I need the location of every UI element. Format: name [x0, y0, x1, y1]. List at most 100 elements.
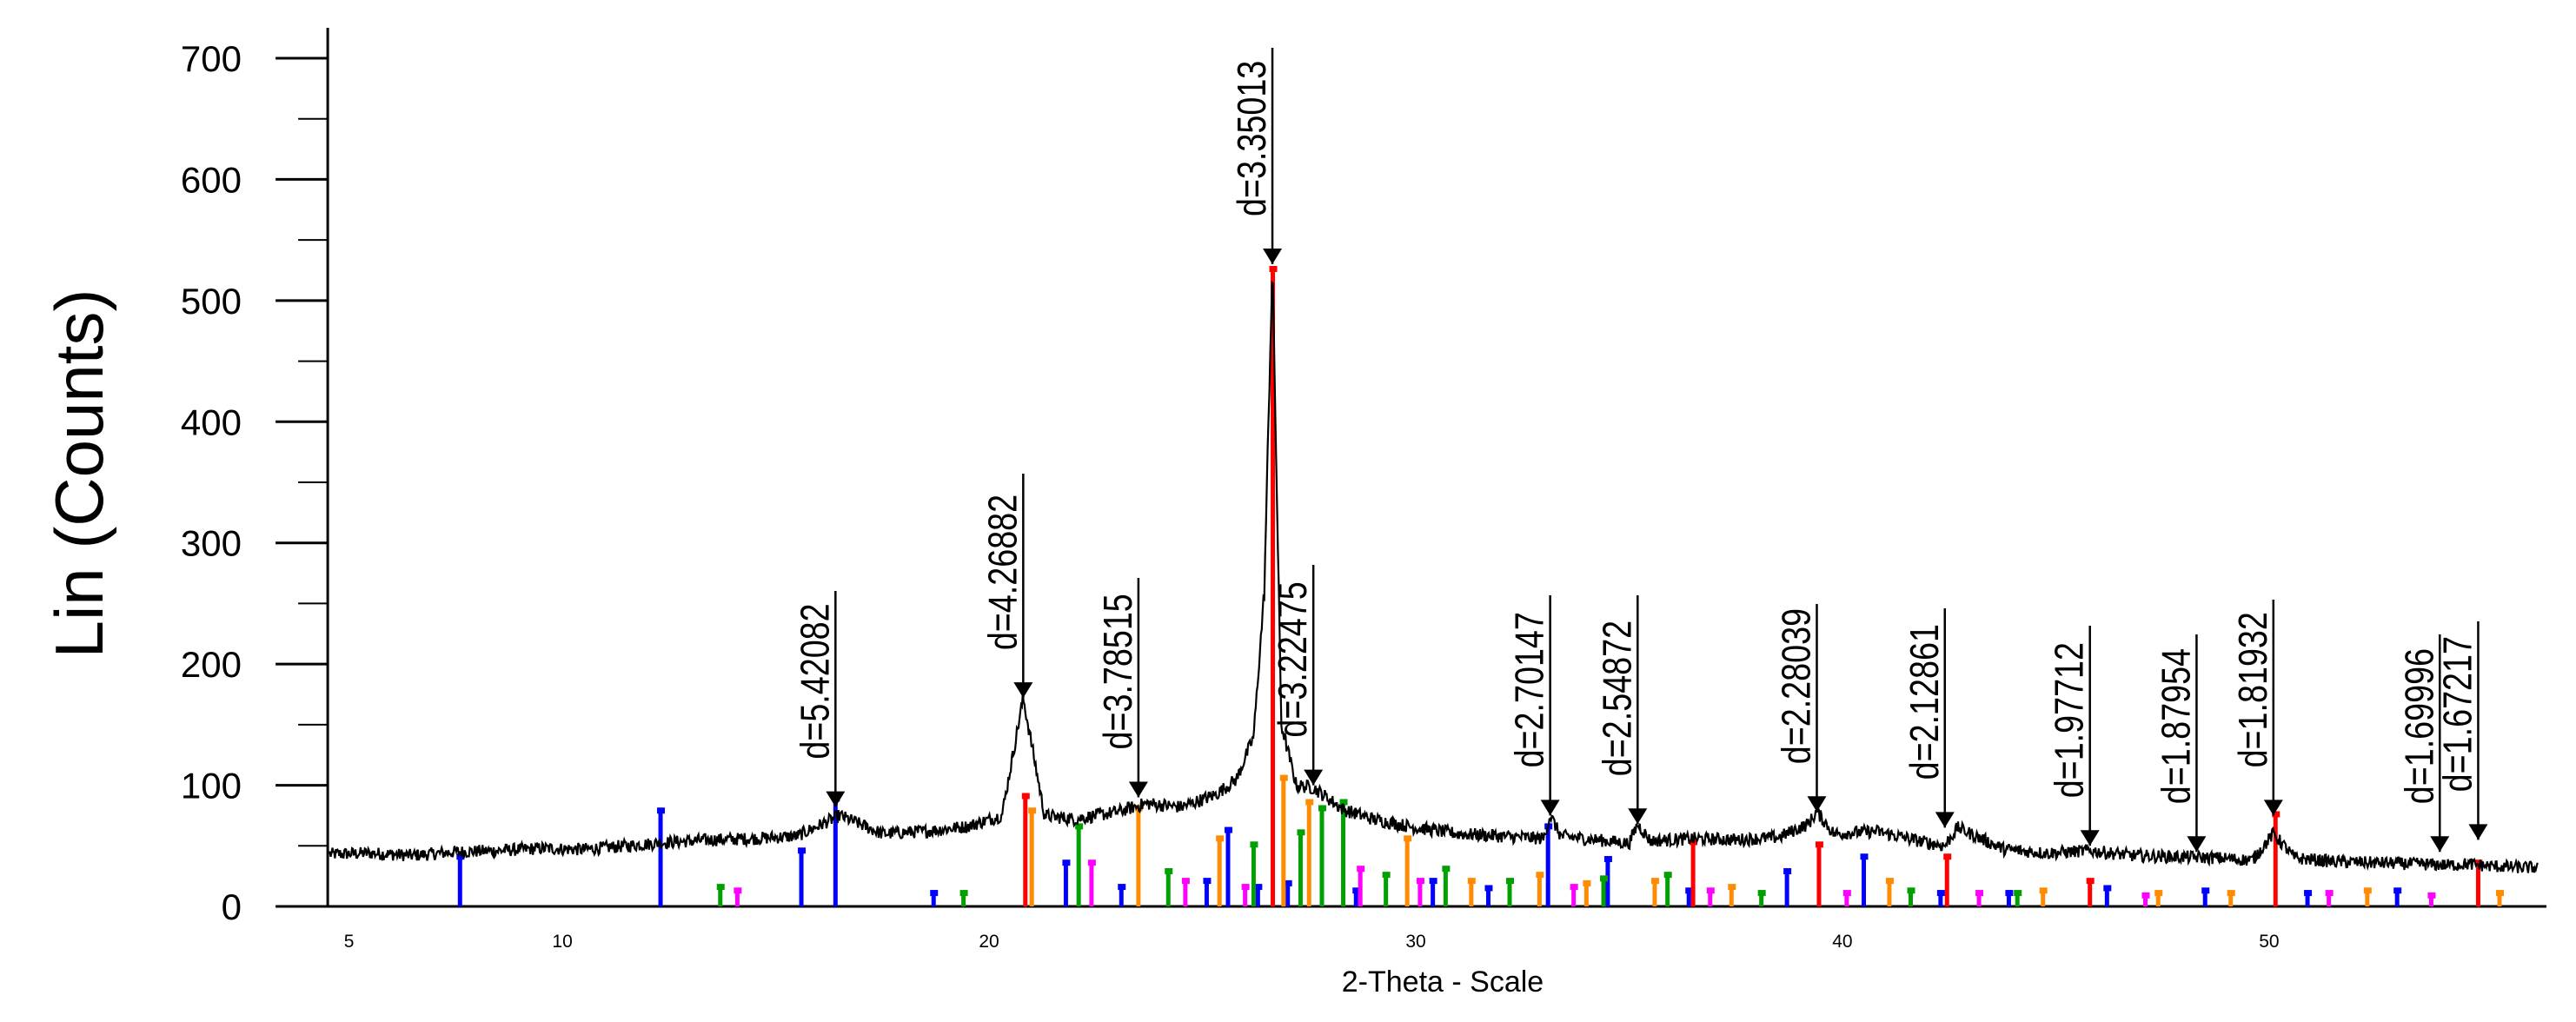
reference-stick-cap [2495, 890, 2504, 897]
reference-stick-cap [930, 890, 939, 897]
reference-stick-cap [2363, 887, 2372, 894]
reference-stick-cap [1429, 878, 1437, 885]
x-tick-label: 30 [1405, 932, 1425, 952]
reference-stick-cap [1297, 829, 1305, 836]
peak-d-label: d=1.87954 [2154, 648, 2198, 804]
reference-stick-cap [1241, 884, 1250, 891]
y-tick-label: 600 [181, 159, 242, 200]
reference-stick-cap [1728, 884, 1736, 891]
peak-marker-triangle [1013, 682, 1033, 699]
reference-stick-cap [716, 884, 725, 891]
peak-marker-triangle [1304, 769, 1324, 786]
reference-stick-cap [1416, 878, 1424, 885]
x-tick-label: 50 [2259, 932, 2279, 952]
reference-stick-cap [1442, 866, 1451, 873]
reference-stick-cap [2141, 892, 2150, 899]
peak-markers: d=5.42082 d=4.26882 d=3.78515 d=3.35013 d=3.… [793, 48, 2488, 853]
peak-d-label: d=3.35013 [1229, 61, 1273, 216]
reference-stick-cap [1216, 835, 1225, 842]
reference-stick-cap [2272, 811, 2281, 818]
reference-stick-cap [1269, 266, 1278, 272]
peak-d-label: d=2.28039 [1774, 608, 1818, 764]
reference-stick-cap [1118, 884, 1126, 891]
peak-d-label: d=3.78515 [1095, 594, 1139, 749]
peak-d-label: d=2.70147 [1507, 612, 1551, 767]
reference-stick-cap [1484, 885, 1493, 892]
reference-stick-cap [1087, 859, 1096, 866]
reference-stick-cap [959, 890, 968, 897]
reference-stick-cap [2086, 878, 2095, 885]
reference-stick-cap [1279, 774, 1288, 781]
reference-stick-cap [1600, 875, 1609, 882]
reference-stick-cap [2103, 885, 2112, 892]
peak-marker-triangle [826, 791, 846, 807]
reference-stick-cap [2304, 890, 2313, 897]
reference-stick-cap [1757, 890, 1766, 897]
reference-stick-cap [1254, 884, 1263, 891]
peak-d-label: d=1.97712 [2047, 642, 2091, 798]
reference-stick-cap [1783, 867, 1792, 874]
reference-stick-cap [1021, 793, 1030, 800]
reference-stick-cap [1570, 884, 1578, 891]
x-tick-label: 10 [552, 932, 572, 952]
pattern-series [327, 280, 2539, 906]
peak-marker-triangle [2080, 830, 2100, 846]
x-tick-label: 40 [1832, 932, 1852, 952]
x-tick-label: 20 [979, 932, 999, 952]
reference-stick-cap [1467, 878, 1476, 885]
reference-stick-cap [657, 807, 666, 814]
reference-stick-cap [1352, 887, 1361, 894]
reference-stick-cap [734, 887, 742, 894]
reference-stick-cap [1975, 890, 1984, 897]
y-tick-label: 500 [181, 281, 242, 322]
reference-stick-cap [1685, 887, 1694, 894]
reference-stick-cap [1663, 872, 1672, 879]
peak-marker-triangle [1628, 808, 1648, 825]
reference-stick-cap [1075, 823, 1084, 830]
reference-stick-cap [1943, 853, 1952, 860]
reference-stick-cap [2474, 859, 2483, 866]
reference-stick-cap [2201, 887, 2210, 894]
peak-marker-triangle [2430, 836, 2450, 853]
reference-stick-cap [1885, 878, 1894, 885]
reference-stick-cap [2325, 890, 2334, 897]
reference-stick-cap [2005, 890, 2014, 897]
peak-d-label: d=1.81932 [2230, 612, 2274, 767]
peak-d-label: d=2.54872 [1595, 620, 1639, 776]
reference-stick-cap [1404, 835, 1412, 842]
reference-stick-cap [1936, 890, 1945, 897]
peak-marker-triangle [1128, 781, 1148, 798]
reference-stick-cap [798, 847, 807, 854]
reference-sticks [456, 266, 2504, 906]
reference-stick-cap [456, 853, 465, 860]
peak-d-label: d=2.12861 [1902, 624, 1946, 780]
reference-stick-cap [1860, 853, 1869, 860]
y-tick-label: 300 [181, 523, 242, 564]
reference-stick-cap [1583, 879, 1591, 886]
x-axis-label: 2-Theta - Scale [1342, 966, 1544, 999]
reference-stick-cap [1165, 867, 1173, 874]
y-tick-label: 0 [222, 886, 242, 927]
reference-stick-cap [2154, 890, 2163, 897]
reference-stick-cap [1224, 826, 1232, 833]
reference-stick-cap [1203, 878, 1212, 885]
peak-d-label: d=4.26882 [980, 494, 1025, 650]
reference-stick-cap [1028, 807, 1037, 814]
reference-stick-cap [1650, 878, 1659, 885]
reference-stick-cap [2227, 890, 2235, 897]
peak-marker-triangle [1807, 796, 1827, 813]
reference-stick-cap [1062, 859, 1071, 866]
reference-stick-cap [1907, 887, 1915, 894]
peak-d-label: d=3.22475 [1271, 581, 1315, 737]
reference-stick-cap [1284, 879, 1292, 886]
reference-stick-cap [2393, 887, 2402, 894]
reference-stick-cap [1181, 878, 1190, 885]
reference-stick-cap [1305, 799, 1314, 806]
peak-d-label: d=1.67217 [2435, 636, 2480, 792]
peak-d-label: d=1.69996 [2397, 648, 2441, 804]
reference-stick-cap [1357, 866, 1365, 873]
reference-stick-cap [1536, 872, 1544, 879]
reference-stick-cap [1842, 890, 1851, 897]
